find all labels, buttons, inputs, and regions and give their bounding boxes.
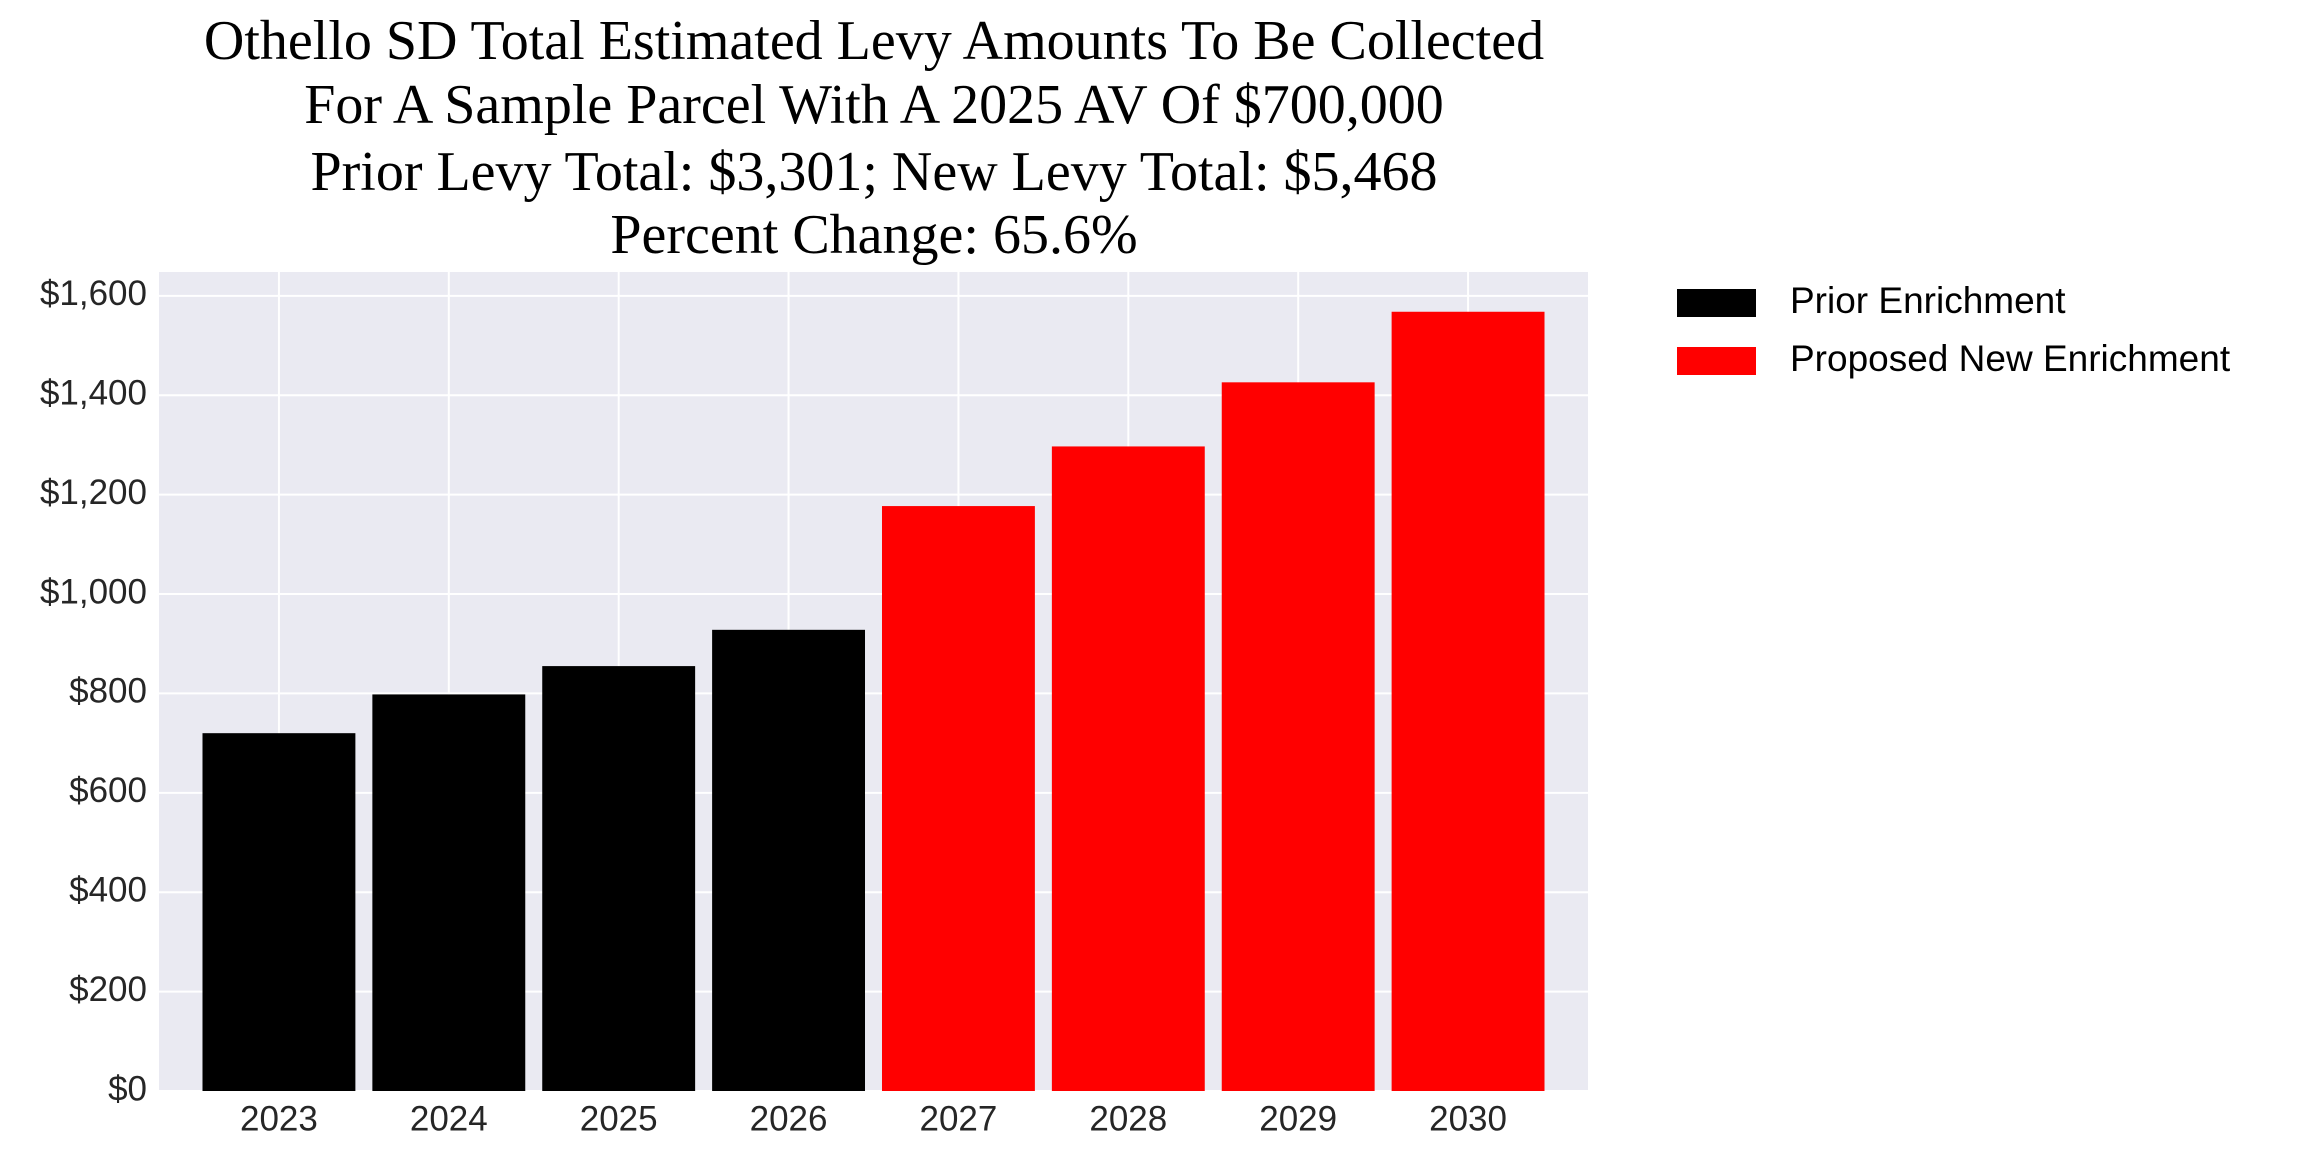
x-tick-label: 2030	[1429, 1099, 1507, 1138]
chart-title: Prior Levy Total: $3,301; New Levy Total…	[310, 141, 1437, 203]
bar	[1391, 311, 1545, 1091]
bar	[372, 694, 526, 1091]
bar	[202, 733, 356, 1091]
y-tick-label: $1,200	[40, 473, 147, 512]
x-tick-label: 2025	[580, 1099, 658, 1138]
y-tick-label: $800	[69, 672, 147, 711]
x-tick-label: 2024	[410, 1099, 488, 1138]
y-tick-label: $1,600	[40, 274, 147, 313]
y-tick-label: $1,400	[40, 373, 147, 412]
x-tick-label: 2029	[1259, 1099, 1337, 1138]
y-tick-label: $600	[69, 771, 147, 810]
x-tick-label: 2027	[920, 1099, 998, 1138]
y-tick-label: $1,000	[40, 572, 147, 611]
y-tick-label: $0	[108, 1069, 147, 1108]
bar	[712, 629, 866, 1091]
x-tick-label: 2023	[240, 1099, 318, 1138]
bar	[1221, 382, 1375, 1092]
x-tick-label: 2028	[1089, 1099, 1167, 1138]
legend-label: Proposed New Enrichment	[1790, 338, 2231, 379]
bar	[1051, 446, 1205, 1091]
chart-title: For A Sample Parcel With A 2025 AV Of $7…	[304, 74, 1444, 136]
legend-swatch	[1677, 289, 1756, 317]
x-tick-label: 2026	[750, 1099, 828, 1138]
y-tick-label: $400	[69, 870, 147, 909]
bar	[542, 666, 696, 1091]
y-tick-label: $200	[69, 970, 147, 1009]
bar	[881, 506, 1035, 1091]
chart-title: Othello SD Total Estimated Levy Amounts …	[204, 10, 1544, 72]
legend-label: Prior Enrichment	[1790, 280, 2066, 321]
legend-swatch	[1677, 347, 1756, 375]
chart-title: Percent Change: 65.6%	[610, 204, 1137, 266]
